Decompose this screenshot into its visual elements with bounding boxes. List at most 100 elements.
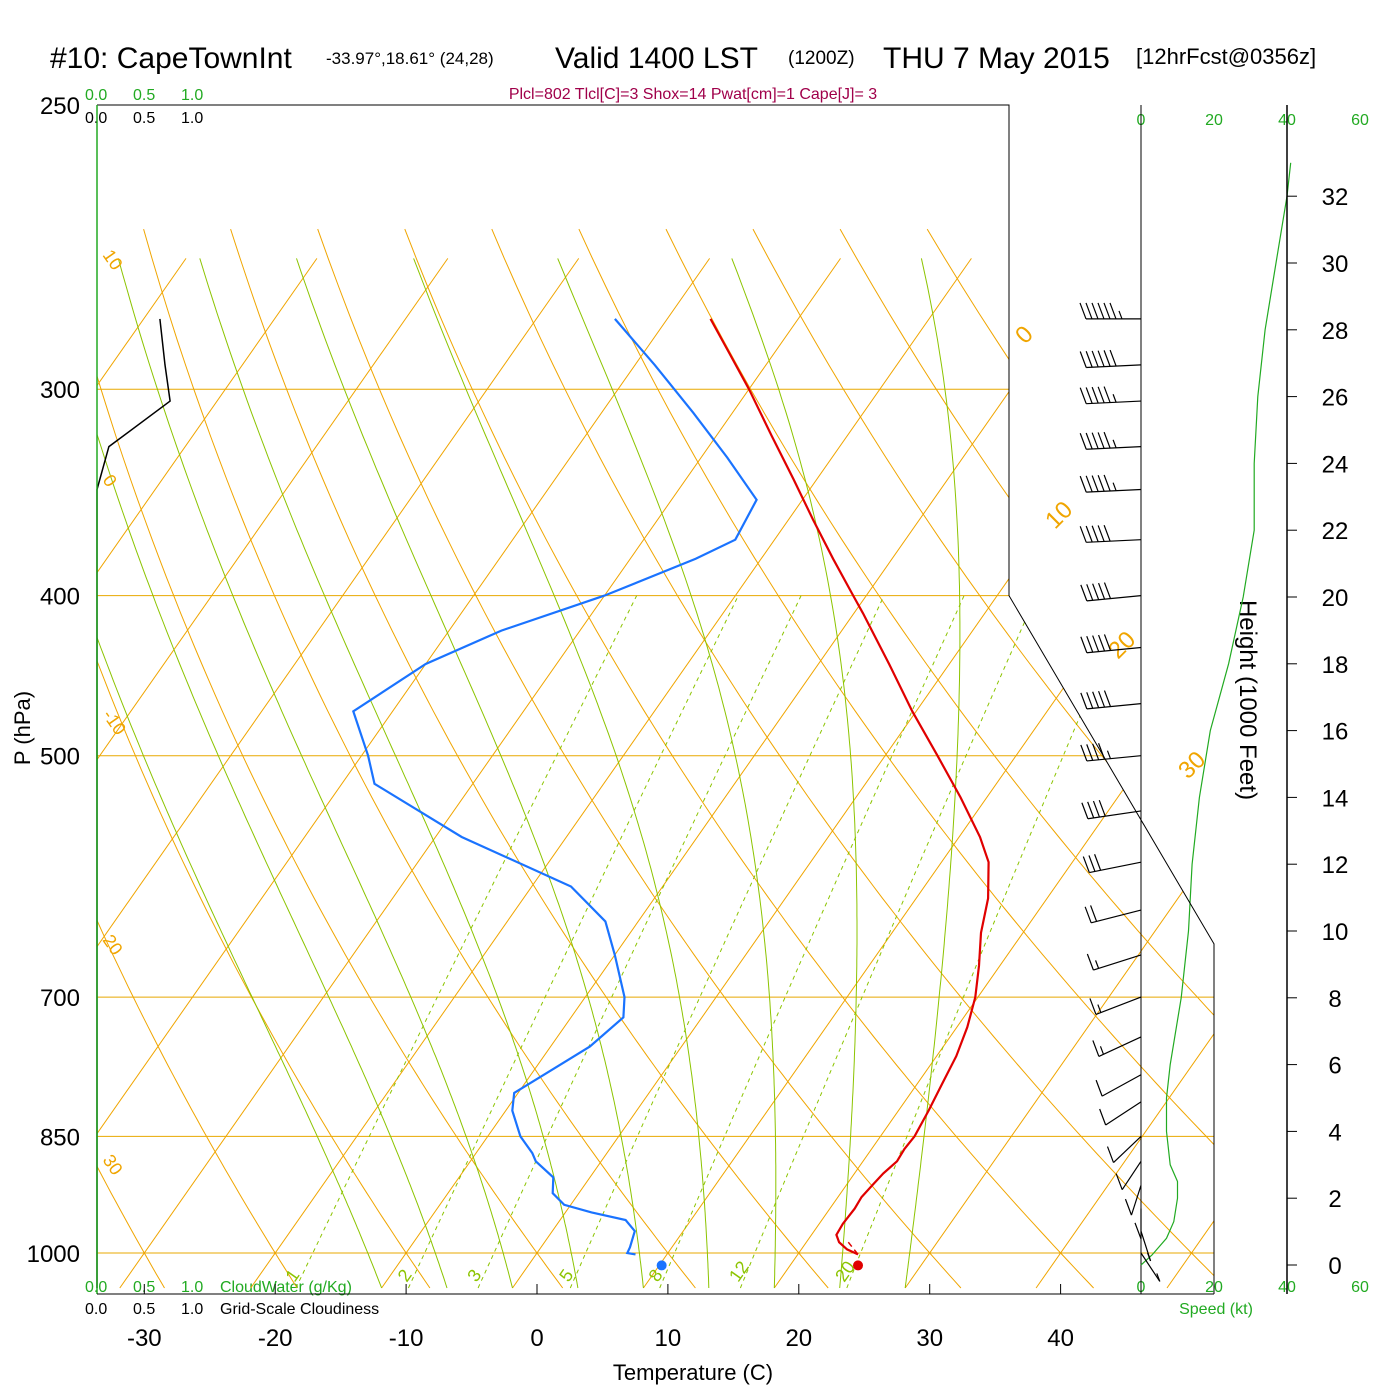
barb-half-flag	[1112, 394, 1117, 403]
data-layer	[96, 318, 990, 1288]
parcel-profile	[847, 1241, 859, 1255]
barb-shaft	[1086, 646, 1142, 654]
pressure-label: 500	[40, 744, 80, 771]
cloud-black-top-2: 1.0	[181, 110, 203, 127]
barb-flag	[1103, 474, 1111, 492]
barb-flag	[1097, 432, 1105, 449]
x-tick-label: 40	[1047, 1325, 1074, 1352]
utc-time: (1200Z)	[788, 48, 855, 69]
height-tick-label: 18	[1322, 652, 1349, 679]
wind-barb	[1079, 386, 1142, 405]
dry-adiabat-line	[97, 229, 298, 1289]
barb-flag	[1098, 582, 1106, 600]
barb-flag	[1092, 743, 1100, 761]
mixing-ratio-label: 3	[463, 1266, 485, 1286]
moist-adiabat-line	[117, 258, 513, 1289]
barb-flag	[1085, 475, 1093, 493]
barb-shaft	[1089, 861, 1142, 874]
moist-adiabat-line	[413, 258, 710, 1289]
isotherm-line	[97, 258, 711, 1289]
barb-half-flag	[1156, 1273, 1161, 1282]
moist-adiabat-line	[199, 258, 579, 1289]
height-tick-label: 12	[1322, 852, 1349, 879]
wind-barb	[1081, 799, 1142, 820]
barb-shaft	[1086, 539, 1142, 543]
height-tick-label: 26	[1322, 385, 1349, 412]
pressure-label: 1000	[27, 1241, 80, 1268]
cloudiness-label: Grid-Scale Cloudiness	[220, 1301, 379, 1318]
barb-flag	[1099, 1108, 1107, 1126]
barb-half-flag	[1146, 1252, 1152, 1262]
barb-shaft	[1086, 446, 1142, 450]
barb-flag	[1103, 431, 1111, 449]
cloud-black-bottom-1: 0.5	[133, 1301, 155, 1318]
isotherm-line	[642, 258, 1214, 1289]
mixing-ratio-label: 2	[394, 1266, 416, 1286]
x-tick-label: 10	[655, 1325, 682, 1352]
height-tick-label: 10	[1322, 919, 1349, 946]
moist-adiabat-line	[296, 258, 644, 1289]
forecast-date: THU 7 May 2015	[883, 42, 1110, 75]
barb-flag	[1091, 302, 1099, 320]
y-axis-title: P (hPa)	[10, 691, 35, 765]
barb-flag	[1079, 433, 1087, 450]
barb-flag	[1085, 432, 1093, 450]
wind-barb	[1079, 302, 1141, 320]
barb-shaft	[1140, 1252, 1161, 1282]
cloud-black-bottom-0: 0.0	[85, 1301, 107, 1318]
barb-flag	[1103, 302, 1111, 320]
x-tick-label: -20	[258, 1325, 293, 1352]
barb-flag	[1103, 582, 1112, 599]
barb-shaft	[1121, 1160, 1142, 1191]
speed-tick-top-3: 60	[1351, 112, 1369, 129]
barb-flag	[1085, 302, 1093, 320]
valid-time: Valid 1400 LST	[555, 42, 758, 75]
cloud-green-top-0: 0.0	[85, 87, 107, 104]
mixing-ratio-line	[295, 595, 638, 1289]
moist-adiabat-line	[557, 258, 777, 1289]
barb-flag	[1079, 302, 1087, 320]
dry-adiabat-line	[230, 228, 829, 1289]
isotherm-line	[119, 258, 841, 1289]
barb-flag	[1079, 526, 1087, 543]
dry-adiabat-line	[97, 228, 431, 1289]
barb-flag	[1086, 584, 1094, 601]
barb-flag	[1103, 690, 1112, 707]
barb-flag	[1092, 1040, 1100, 1057]
barb-flag	[1092, 691, 1100, 708]
height-tick-label: 22	[1322, 518, 1349, 545]
moist-adiabat-line	[97, 258, 448, 1289]
wind-barb	[1115, 1160, 1142, 1191]
cloud-black-top-1: 0.5	[133, 110, 155, 127]
x-tick-label: 0	[530, 1325, 543, 1352]
temperature-profile	[709, 318, 990, 1256]
isotherm-line	[97, 258, 318, 1289]
barb-flag	[1091, 475, 1099, 492]
surface-dewpoint-marker	[656, 1260, 667, 1271]
barb-shaft	[1091, 909, 1142, 924]
barb-flag	[1086, 953, 1094, 971]
barb-shaft	[1105, 1101, 1142, 1126]
barb-flag	[1082, 856, 1090, 873]
height-tick-label: 0	[1328, 1253, 1341, 1280]
wind-barb	[1086, 953, 1142, 971]
dry-adiabat-line	[97, 228, 564, 1289]
barb-flag	[1087, 801, 1095, 819]
cloud-green-top-1: 0.5	[133, 87, 155, 104]
mixing-ratio-line	[477, 595, 802, 1289]
wind-speed-profile	[1140, 162, 1292, 1266]
barb-flag	[1091, 525, 1099, 542]
isotherm-label-right: 30	[1173, 746, 1211, 784]
isotherm-line	[1035, 258, 1214, 1289]
cloud-black-top-0: 0.0	[85, 110, 107, 127]
barb-shaft	[1086, 400, 1142, 405]
dry-adiabat-line	[839, 228, 1214, 1289]
speed-tick-bottom-3: 60	[1351, 1279, 1369, 1296]
isotherm-line	[97, 258, 449, 1289]
barb-flag	[1081, 802, 1089, 819]
wind-barb	[1080, 634, 1142, 654]
dry-adiabat-line	[578, 228, 1214, 1289]
moist-adiabat-line	[731, 258, 858, 1289]
barb-flag	[1092, 583, 1100, 600]
